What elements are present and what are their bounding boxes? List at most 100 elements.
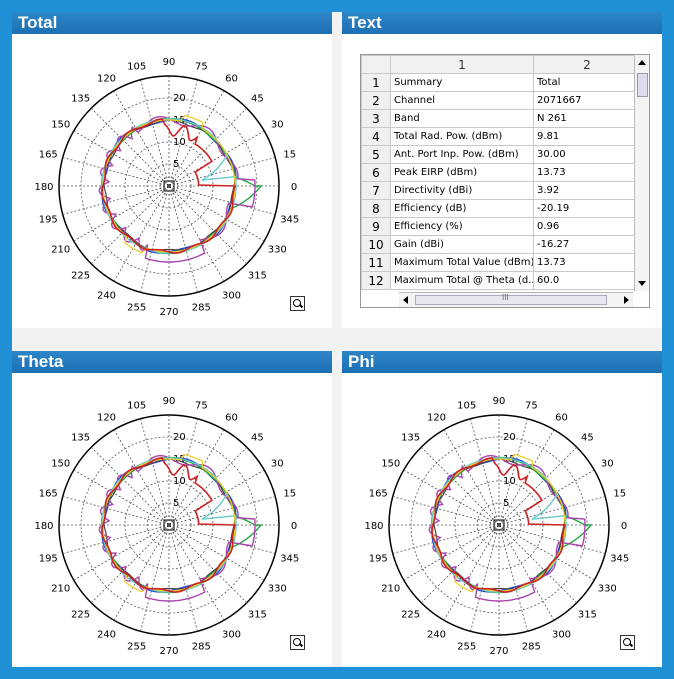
- horizontal-scroll-thumb[interactable]: III: [415, 293, 607, 305]
- row-label[interactable]: Gain (dBi): [390, 235, 534, 254]
- theta-panel: Theta 0 15 30 45 60 75 90 105 120 135 150 165 180 195…: [12, 351, 332, 667]
- row-number: 9: [361, 217, 391, 236]
- polar-angle-label: 135: [71, 433, 90, 444]
- polar-angle-label: 165: [39, 489, 58, 500]
- scroll-up-icon[interactable]: [638, 60, 646, 65]
- vertical-scrollbar[interactable]: [634, 55, 649, 291]
- summary-table-wrap: 1 2 1 Summary Total 2 Channel 2071667 3 Band N 2…: [360, 54, 650, 308]
- polar-spoke: [62, 524, 170, 554]
- row-value[interactable]: 30.00: [533, 145, 641, 164]
- row-value[interactable]: 60.0: [533, 271, 641, 290]
- row-value[interactable]: 9.81: [533, 127, 641, 146]
- scroll-right-icon[interactable]: [624, 296, 629, 304]
- trace-red: [101, 118, 237, 254]
- polar-spoke: [168, 524, 276, 554]
- polar-radial-label: 5: [503, 498, 509, 509]
- row-label[interactable]: Directivity (dBi): [390, 181, 534, 200]
- polar-angle-label: 285: [192, 303, 211, 314]
- row-label[interactable]: Maximum Total Value (dBm): [390, 253, 534, 272]
- polar-spoke: [168, 185, 198, 293]
- col-header-2[interactable]: 2: [533, 55, 641, 74]
- polar-spoke: [392, 496, 500, 526]
- polar-angle-label: 195: [39, 553, 58, 564]
- vertical-scroll-thumb[interactable]: [637, 73, 648, 97]
- theta-zoom-icon[interactable]: [290, 635, 305, 650]
- table-row[interactable]: 11 Maximum Total Value (dBm) 13.73: [361, 253, 641, 272]
- total-panel-title: Total: [12, 12, 332, 34]
- polar-angle-label: 75: [525, 400, 538, 411]
- scroll-left-icon[interactable]: [403, 296, 408, 304]
- polar-angle-label: 270: [489, 646, 508, 657]
- table-row[interactable]: 10 Gain (dBi) -16.27: [361, 235, 641, 254]
- row-value[interactable]: 13.73: [533, 163, 641, 182]
- polar-angle-label: 0: [291, 182, 297, 193]
- table-row[interactable]: 2 Channel 2071667: [361, 91, 641, 110]
- polar-angle-label: 255: [127, 303, 146, 314]
- row-label[interactable]: Efficiency (dB): [390, 199, 534, 218]
- polar-angle-label: 180: [364, 521, 383, 532]
- row-value[interactable]: 13.73: [533, 253, 641, 272]
- row-number: 12: [361, 271, 391, 290]
- table-row[interactable]: 8 Efficiency (dB) -20.19: [361, 199, 641, 218]
- row-number: 4: [361, 127, 391, 146]
- polar-angle-label: 90: [493, 396, 506, 407]
- row-label[interactable]: Efficiency (%): [390, 217, 534, 236]
- polar-spoke: [140, 524, 170, 632]
- row-number: 10: [361, 235, 391, 254]
- phi-panel-title: Phi: [342, 351, 662, 373]
- polar-angle-label: 300: [222, 290, 241, 301]
- horizontal-scrollbar[interactable]: III: [399, 292, 633, 307]
- row-label[interactable]: Total Rad. Pow. (dBm): [390, 127, 534, 146]
- theta-panel-title: Theta: [12, 351, 332, 373]
- polar-angle-label: 255: [457, 642, 476, 653]
- polar-angle-label: 135: [71, 94, 90, 105]
- row-label[interactable]: Maximum Total @ Theta (d...: [390, 271, 534, 290]
- phi-panel: Phi 0 15 30 45 60 75 90 105 120 135 150 165 180 195 21…: [342, 351, 662, 667]
- polar-angle-label: 225: [71, 270, 90, 281]
- summary-table: 1 2 1 Summary Total 2 Channel 2071667 3 Band N 2…: [361, 55, 641, 290]
- table-row[interactable]: 7 Directivity (dBi) 3.92: [361, 181, 641, 200]
- row-label[interactable]: Channel: [390, 91, 534, 110]
- table-row[interactable]: 1 Summary Total: [361, 73, 641, 92]
- row-label[interactable]: Summary: [390, 73, 534, 92]
- polar-angle-label: 150: [381, 459, 400, 470]
- row-value[interactable]: -16.27: [533, 235, 641, 254]
- polar-angle-label: 345: [610, 553, 629, 564]
- polar-angle-label: 255: [127, 642, 146, 653]
- theta-chart-area: 0 15 30 45 60 75 90 105 120 135 150 165 180 195 210 225…: [12, 373, 332, 667]
- polar-spoke: [140, 185, 170, 293]
- polar-angle-label: 45: [251, 94, 264, 105]
- row-number: 5: [361, 145, 391, 164]
- polar-angle-label: 45: [251, 433, 264, 444]
- scroll-down-icon[interactable]: [638, 281, 646, 286]
- trace-red: [431, 457, 567, 593]
- table-row[interactable]: 3 Band N 261: [361, 109, 641, 128]
- row-value[interactable]: 3.92: [533, 181, 641, 200]
- polar-angle-label: 150: [51, 120, 70, 131]
- table-row[interactable]: 9 Efficiency (%) 0.96: [361, 217, 641, 236]
- corner-cell: [361, 55, 391, 74]
- polar-angle-label: 240: [427, 629, 446, 640]
- total-chart-area: 0 15 30 45 60 75 90 105 120 135 150 165 180 195 210 225…: [12, 34, 332, 328]
- phi-zoom-icon[interactable]: [620, 635, 635, 650]
- row-value[interactable]: 0.96: [533, 217, 641, 236]
- table-row[interactable]: 6 Peak EIRP (dBm) 13.73: [361, 163, 641, 182]
- row-label[interactable]: Peak EIRP (dBm): [390, 163, 534, 182]
- polar-angle-label: 330: [598, 584, 617, 595]
- table-row[interactable]: 5 Ant. Port Inp. Pow. (dBm) 30.00: [361, 145, 641, 164]
- row-value[interactable]: Total: [533, 73, 641, 92]
- row-value[interactable]: 2071667: [533, 91, 641, 110]
- polar-angle-label: 90: [163, 57, 176, 68]
- table-row[interactable]: 12 Maximum Total @ Theta (d... 60.0: [361, 271, 641, 290]
- row-value[interactable]: N 261: [533, 109, 641, 128]
- polar-spoke: [62, 157, 170, 187]
- row-value[interactable]: -20.19: [533, 199, 641, 218]
- table-row[interactable]: 4 Total Rad. Pow. (dBm) 9.81: [361, 127, 641, 146]
- col-header-1[interactable]: 1: [390, 55, 534, 74]
- polar-radial-label: 10: [503, 476, 516, 487]
- row-label[interactable]: Ant. Port Inp. Pow. (dBm): [390, 145, 534, 164]
- row-label[interactable]: Band: [390, 109, 534, 128]
- polar-angle-label: 30: [601, 459, 614, 470]
- theta-polar-chart: 0153045607590105120135150165180195210225…: [34, 396, 299, 657]
- total-zoom-icon[interactable]: [290, 296, 305, 311]
